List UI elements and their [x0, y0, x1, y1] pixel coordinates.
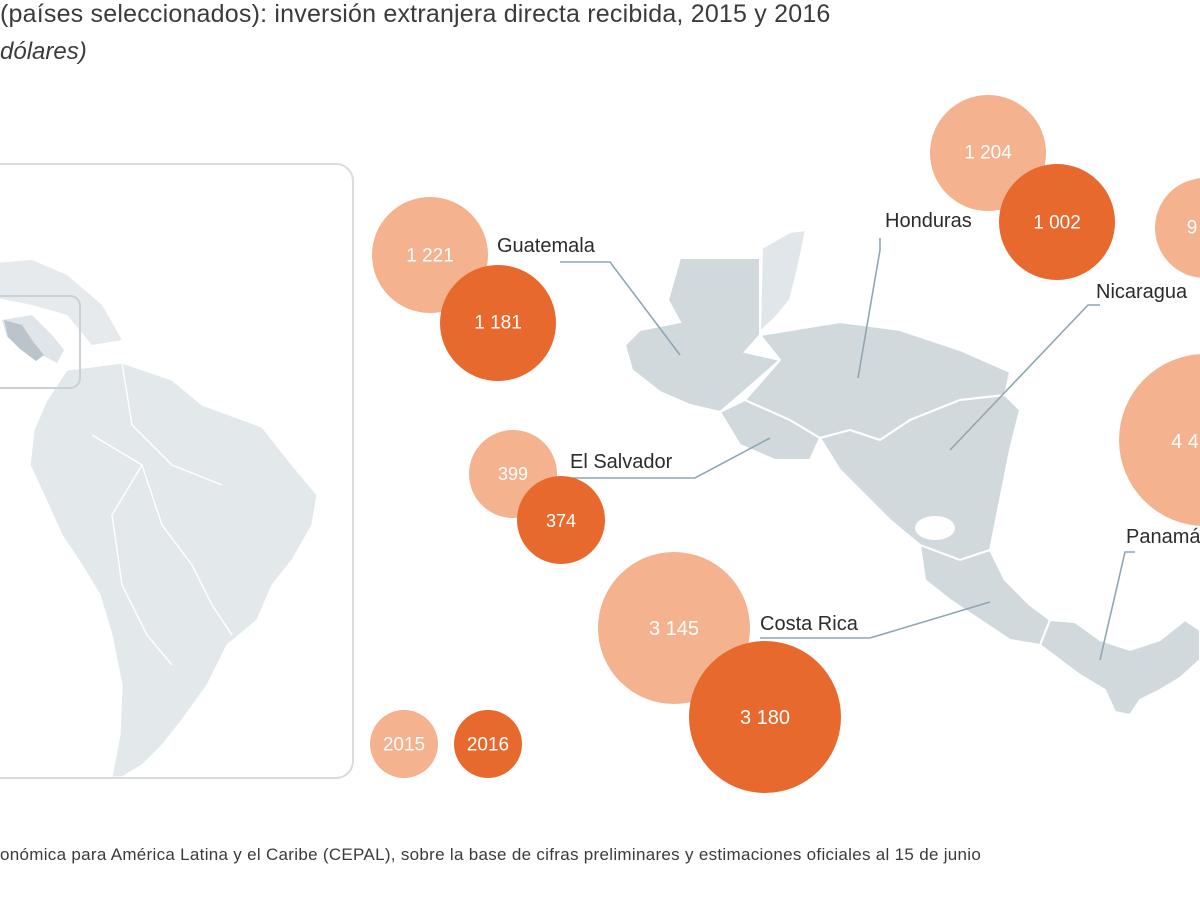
country-label-panama: Panamá: [1126, 526, 1200, 548]
panama-bubbles: 4 4 Panamá: [1119, 354, 1200, 548]
bubble-label-honduras-2016: 1 002: [1033, 213, 1081, 234]
costa-rica-bubbles: 3 145 3 180 Costa Rica: [598, 552, 859, 793]
country-label-guatemala: Guatemala: [497, 235, 596, 257]
guatemala-shape: [623, 257, 783, 414]
leader-line-costa-rica: [760, 601, 991, 639]
leader-line-nicaragua: [949, 304, 1100, 451]
guatemala-bubbles: 1 221 1 181 Guatemala: [372, 197, 596, 381]
country-label-honduras: Honduras: [885, 210, 972, 232]
bubble-honduras-2016: [999, 164, 1115, 280]
bubble-label-guatemala-2015: 1 221: [406, 246, 454, 267]
country-label-costa-rica: Costa Rica: [760, 613, 859, 635]
belize-shape: [758, 228, 808, 335]
bubble-panama-2015: [1119, 354, 1200, 526]
bubble-label-el-salvador-2016: 374: [546, 511, 576, 531]
inset-highlight-shape: [4, 320, 44, 361]
el-salvador-bubbles: 399 374 El Salvador: [469, 430, 673, 564]
bubble-el-salvador-2016: [517, 476, 605, 564]
lake-nicaragua-shape: [915, 516, 955, 540]
inset-country-borders: [91, 362, 233, 666]
inset-south-america-shape: [29, 362, 318, 777]
inset-map-svg: [0, 260, 318, 777]
honduras-bubbles: 1 204 1 002 Honduras: [885, 95, 1115, 280]
bubble-label-nicaragua-2015: 9: [1187, 218, 1198, 239]
inset-mexico-shape: [0, 260, 122, 345]
nicaragua-shape: [818, 393, 1022, 562]
legend-swatch-2016: [454, 710, 522, 778]
inset-locator-map: [0, 163, 354, 779]
map-subtitle: dólares): [0, 38, 87, 65]
panama-shape: [1038, 618, 1200, 717]
leader-lines: [560, 238, 1135, 661]
country-label-el-salvador: El Salvador: [570, 451, 673, 473]
bubble-label-honduras-2015: 1 204: [964, 143, 1012, 164]
bubble-nicaragua-2015: [1155, 178, 1200, 278]
legend-swatch-2015: [370, 710, 438, 778]
map-title: (países seleccionados): inversión extran…: [0, 0, 831, 28]
leader-line-honduras: [857, 238, 881, 379]
leader-line-el-salvador: [560, 437, 771, 479]
bubble-label-costa-rica-2016: 3 180: [740, 707, 790, 729]
bubble-label-panama-2015: 4 4: [1171, 431, 1199, 453]
inset-locator-rect: [0, 295, 81, 389]
legend: 2015 2016: [370, 710, 522, 778]
bubble-label-guatemala-2016: 1 181: [474, 313, 522, 334]
legend-label-2015: 2015: [383, 735, 425, 756]
bubble-costa-rica-2016: [689, 641, 841, 793]
legend-label-2016: 2016: [467, 735, 509, 756]
source-note: onómica para América Latina y el Caribe …: [0, 845, 982, 864]
bubble-label-costa-rica-2015: 3 145: [649, 618, 699, 640]
costa-rica-shape: [918, 543, 1052, 647]
country-label-nicaragua: Nicaragua: [1096, 281, 1188, 303]
leader-line-guatemala: [560, 261, 681, 356]
bubble-guatemala-2016: [440, 265, 556, 381]
nicaragua-bubbles: 9 Nicaragua: [1096, 178, 1200, 303]
bubble-label-el-salvador-2015: 399: [498, 464, 528, 484]
leader-line-panama: [1099, 551, 1135, 661]
